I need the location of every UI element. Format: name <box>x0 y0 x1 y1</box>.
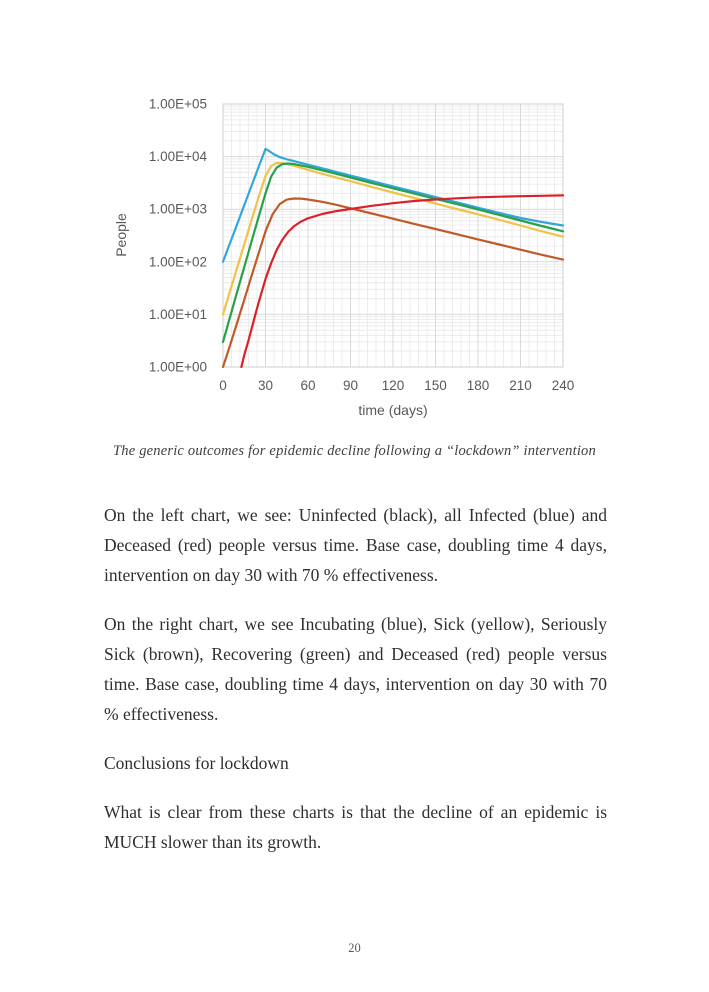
plot-area-border <box>222 103 564 368</box>
x-tick-label: 180 <box>467 378 490 393</box>
paragraph-right-chart: On the right chart, we see Incubating (b… <box>104 614 607 724</box>
x-tick-label: 60 <box>300 378 315 393</box>
y-tick-label: 1.00E+03 <box>149 202 207 217</box>
chart-gridlines <box>222 103 564 368</box>
y-axis-title: People <box>113 213 129 257</box>
heading-conclusions: Conclusions for lockdown <box>104 753 289 773</box>
series-recovering <box>221 162 565 343</box>
x-tick-label: 210 <box>509 378 532 393</box>
page-number: 20 <box>348 941 361 955</box>
x-tick-label: 90 <box>343 378 358 393</box>
series-seriously-sick <box>221 197 565 369</box>
paragraph-conclusion: What is clear from these charts is that … <box>104 802 607 852</box>
paragraph-left-chart: On the left chart, we see: Uninfected (b… <box>104 505 607 585</box>
y-tick-label: 1.00E+05 <box>149 97 207 112</box>
series-incubating <box>221 147 565 263</box>
y-tick-label: 1.00E+00 <box>149 360 207 375</box>
figure-caption: The generic outcomes for epidemic declin… <box>113 443 596 459</box>
x-tick-label: 240 <box>552 378 575 393</box>
y-tick-label: 1.00E+02 <box>149 254 207 269</box>
epidemic-decline-chart: 1.00E+00 1.00E+01 1.00E+02 1.00E+03 1.00E+04… <box>113 97 574 419</box>
chart-series <box>221 147 565 369</box>
x-axis-title: time (days) <box>358 402 427 418</box>
y-tick-label: 1.00E+04 <box>149 149 208 164</box>
x-tick-label: 150 <box>424 378 447 393</box>
series-sick <box>221 161 565 316</box>
body-text: On the left chart, we see: Uninfected (b… <box>104 500 607 876</box>
series-deceased <box>240 194 565 369</box>
y-tick-label: 1.00E+01 <box>149 307 207 322</box>
chart-tick-labels: 1.00E+00 1.00E+01 1.00E+02 1.00E+03 1.00E+04… <box>149 97 574 394</box>
x-tick-label: 30 <box>258 378 273 393</box>
figure-epidemic-chart: 1.00E+00 1.00E+01 1.00E+02 1.00E+03 1.00E+04… <box>100 85 580 430</box>
x-tick-label: 0 <box>219 378 227 393</box>
x-tick-label: 120 <box>382 378 405 393</box>
